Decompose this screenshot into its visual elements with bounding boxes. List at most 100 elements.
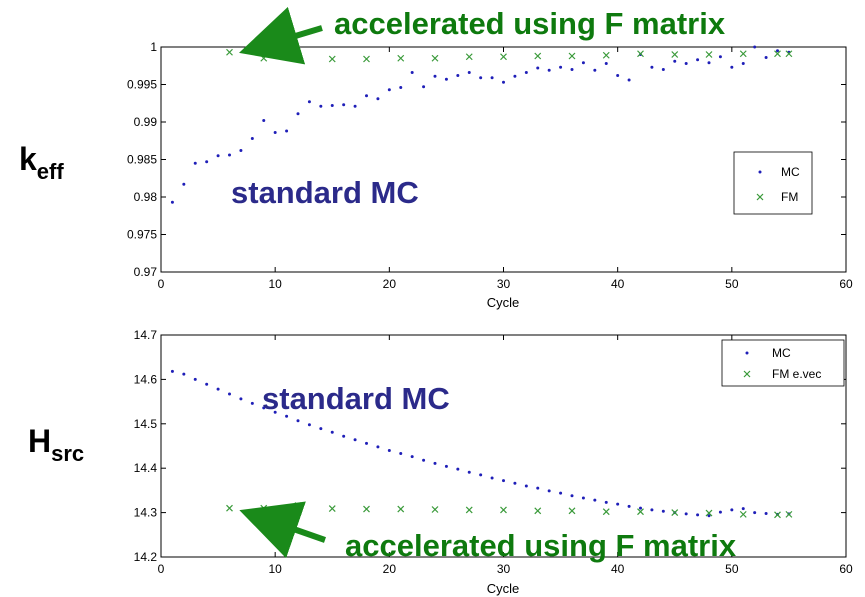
mc-data-point <box>433 74 437 78</box>
mc-data-point <box>353 104 357 108</box>
hsrc-y-label-main: H <box>28 423 51 459</box>
mc-data-point <box>718 510 722 514</box>
mc-data-point <box>536 66 540 70</box>
mc-data-point <box>673 59 677 63</box>
mc-data-point <box>593 68 597 72</box>
hsrc-y-axis-label: Hsrc <box>28 423 84 466</box>
x-tick-label: 50 <box>725 562 739 576</box>
mc-data-point <box>479 473 483 477</box>
fm-data-point <box>500 53 507 61</box>
y-tick-label: 0.97 <box>134 265 158 279</box>
mc-data-point <box>696 513 700 517</box>
x-tick-label: 10 <box>268 277 282 291</box>
keff-legend-mc-marker <box>758 170 762 174</box>
mc-data-point <box>753 45 757 49</box>
mc-data-point <box>182 372 186 376</box>
mc-data-point <box>684 62 688 65</box>
y-tick-label: 0.985 <box>127 153 157 167</box>
y-tick-label: 0.975 <box>127 228 157 242</box>
keff-plot-frame <box>160 46 847 273</box>
fm-data-point <box>705 509 713 517</box>
y-tick-label: 14.7 <box>134 328 158 342</box>
mc-data-point <box>239 149 243 152</box>
bottom-accelerated-annotation: accelerated using F matrix <box>345 528 737 563</box>
mc-data-point <box>524 484 528 488</box>
fm-data-point <box>328 505 336 513</box>
mc-data-point <box>433 461 437 465</box>
keff-chart: 0 10 20 30 40 50 60 0.97 0.975 0.98 0.985 0.99 0.99… <box>19 40 853 310</box>
fm-data-point <box>363 55 370 63</box>
fm-data-point <box>602 51 610 59</box>
hsrc-x-ticks: 0 10 20 30 40 50 60 <box>158 335 853 576</box>
hsrc-x-axis-label: Cycle <box>487 581 520 596</box>
fm-data-point <box>774 511 781 519</box>
y-tick-label: 0.995 <box>127 78 157 92</box>
keff-legend-fm-label: FM <box>781 190 798 204</box>
mc-data-point <box>547 68 551 72</box>
mc-data-point <box>467 470 471 474</box>
mc-data-point <box>764 56 768 59</box>
keff-legend-mc-label: MC <box>781 165 800 179</box>
mc-data-point <box>616 74 620 77</box>
mc-data-point <box>718 55 722 59</box>
x-tick-label: 30 <box>497 562 511 576</box>
x-tick-label: 20 <box>383 562 397 576</box>
fm-data-point <box>568 507 576 515</box>
fm-data-point <box>671 509 679 517</box>
mc-data-point <box>319 104 323 108</box>
fm-data-point <box>534 507 542 515</box>
y-tick-label: 14.6 <box>134 372 158 386</box>
bottom-accelerated-arrow <box>239 501 326 559</box>
y-tick-label: 0.99 <box>134 115 158 129</box>
mc-data-point <box>342 103 346 107</box>
fm-data-point <box>397 505 405 513</box>
mc-data-point <box>285 414 289 418</box>
keff-y-ticks: 0.97 0.975 0.98 0.985 0.99 0.995 1 <box>127 40 846 279</box>
mc-data-point <box>365 94 368 98</box>
mc-data-point <box>319 427 323 431</box>
mc-data-point <box>707 61 711 65</box>
fm-data-point <box>226 504 233 512</box>
fm-data-point <box>785 510 793 518</box>
mc-data-point <box>399 452 403 456</box>
mc-data-point <box>570 494 574 498</box>
mc-data-point <box>490 476 494 480</box>
keff-y-label-sub: eff <box>37 159 65 184</box>
mc-data-point <box>342 434 346 438</box>
mc-data-point <box>205 382 209 386</box>
mc-data-point <box>707 514 711 518</box>
keff-x-ticks: 0 10 20 30 40 50 60 <box>158 47 853 291</box>
hsrc-legend-mc-marker <box>745 351 749 355</box>
top-annotations: accelerated using F matrix standard MC <box>231 6 726 210</box>
fm-data-point <box>671 51 679 58</box>
mc-data-point <box>387 448 391 452</box>
mc-data-point <box>307 100 311 104</box>
hsrc-legend: MC FM e.vec <box>721 339 845 387</box>
mc-data-point <box>536 486 540 490</box>
y-tick-label: 1 <box>150 40 157 54</box>
fm-data-point <box>465 506 473 514</box>
mc-data-point <box>387 88 391 92</box>
mc-data-point <box>216 154 220 158</box>
mc-data-point <box>273 410 277 414</box>
mc-data-point <box>776 49 779 53</box>
fm-data-point <box>637 50 644 58</box>
mc-data-point <box>502 80 505 84</box>
x-tick-label: 40 <box>611 277 625 291</box>
fm-data-point <box>637 508 644 516</box>
mc-data-point <box>444 77 448 81</box>
mc-data-point <box>604 62 608 65</box>
mc-data-point <box>696 58 700 62</box>
mc-data-point <box>228 153 231 157</box>
mc-data-point <box>570 68 574 71</box>
mc-data-point <box>216 387 220 391</box>
mc-data-point <box>650 508 654 512</box>
fm-data-point <box>739 510 747 518</box>
mc-data-point <box>273 131 277 134</box>
x-tick-label: 60 <box>839 277 853 291</box>
mc-data-point <box>456 467 460 471</box>
mc-data-point <box>365 441 368 445</box>
fm-data-point <box>226 48 233 56</box>
mc-data-point <box>410 455 414 459</box>
top-standard-mc-annotation: standard MC <box>231 175 419 210</box>
